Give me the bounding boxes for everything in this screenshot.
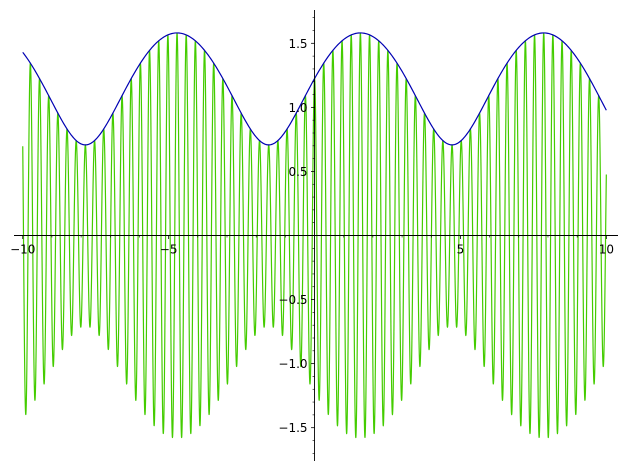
y-tick-label: −1.0 — [278, 357, 307, 371]
x-tick-label: −10 — [10, 243, 35, 257]
y-tick-label: 0.5 — [288, 165, 307, 179]
x-tick-label: 10 — [599, 243, 614, 257]
y-tick-label: −0.5 — [278, 293, 307, 307]
x-tick-label: 5 — [457, 243, 465, 257]
chart-axes: −10 −5 5 10 −1.5 −1.0 −0.5 0.5 1.0 1.5 — [10, 10, 618, 461]
y-tick-label: 1.0 — [288, 101, 307, 115]
y-tick-label: 1.5 — [288, 37, 307, 51]
y-tick-label: −1.5 — [278, 421, 307, 435]
x-tick-label: −5 — [160, 243, 178, 257]
